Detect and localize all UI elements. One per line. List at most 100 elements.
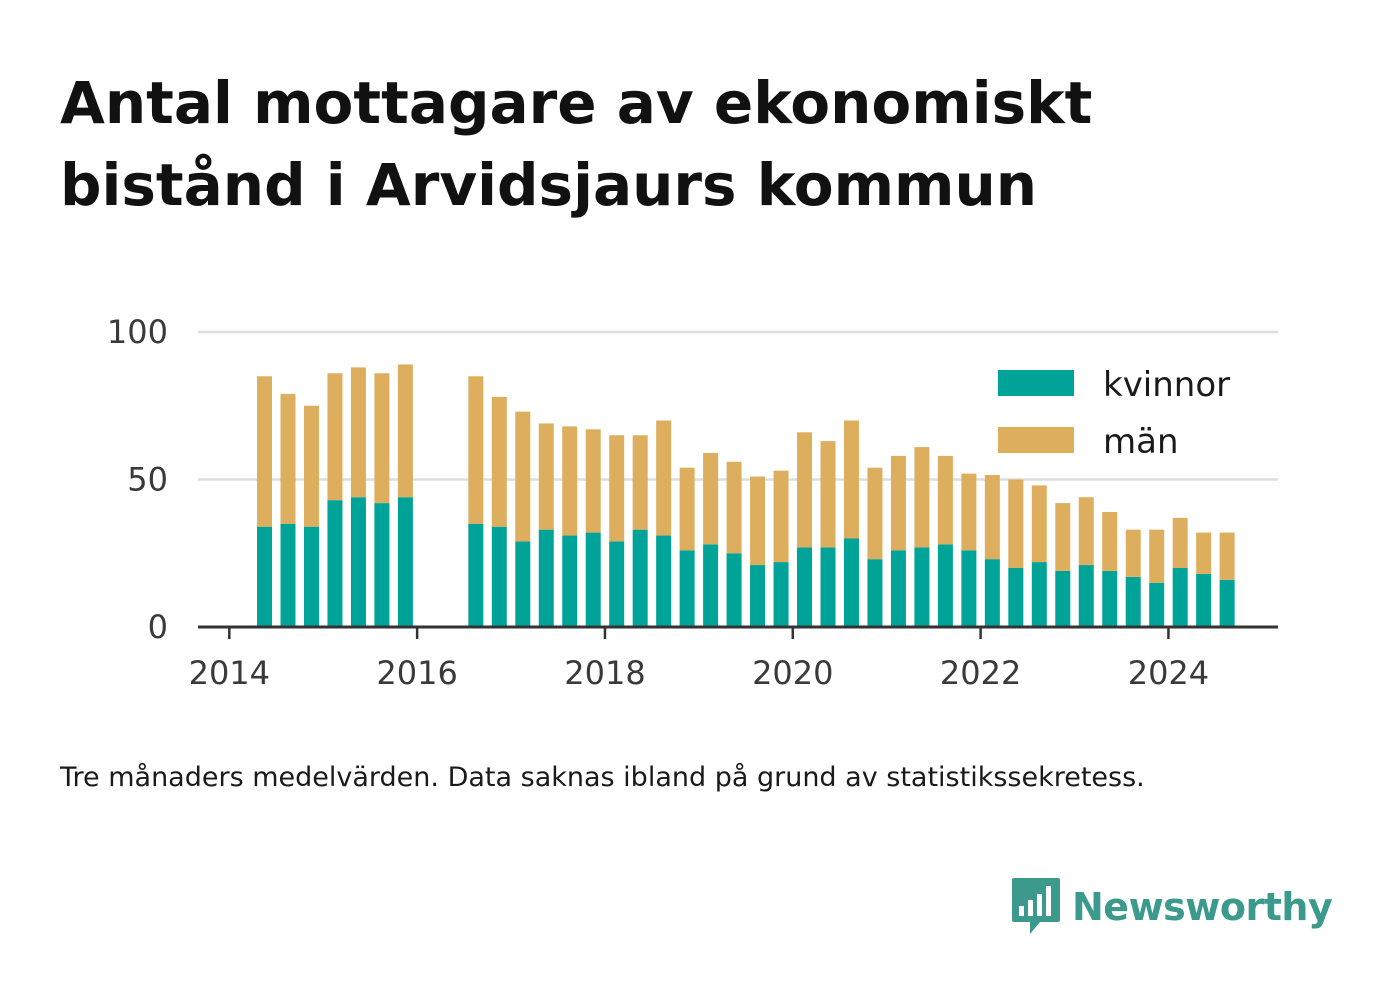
bar-män-2023-05 — [1102, 511, 1118, 571]
bar-kvinnor-2022-02 — [984, 559, 1000, 627]
bar-kvinnor-2021-08 — [937, 544, 953, 627]
bar-män-2022-05 — [1008, 479, 1024, 568]
bar-män-2014-08 — [280, 393, 296, 524]
bar-män-2021-05 — [914, 447, 930, 548]
legend-label-kvinnor: kvinnor — [1103, 365, 1230, 405]
bar-kvinnor-2019-08 — [750, 565, 766, 627]
bar-kvinnor-2020-08 — [843, 538, 859, 627]
bar-män-2020-11 — [867, 467, 883, 560]
bar-kvinnor-2024-05 — [1196, 573, 1212, 627]
bar-kvinnor-2015-11 — [397, 497, 413, 627]
bar-män-2022-11 — [1055, 503, 1071, 571]
bar-kvinnor-2017-05 — [538, 529, 554, 627]
bar-män-2018-11 — [679, 467, 695, 551]
bar-män-2024-08 — [1219, 532, 1235, 580]
x-tick-label: 2022 — [940, 654, 1021, 692]
bar-män-2017-05 — [538, 423, 554, 530]
bar-kvinnor-2023-08 — [1125, 576, 1141, 627]
bar-kvinnor-2022-11 — [1055, 570, 1071, 627]
x-tick-label: 2014 — [189, 654, 270, 692]
bar-kvinnor-2024-02 — [1172, 568, 1188, 627]
bar-kvinnor-2023-02 — [1078, 565, 1094, 627]
bar-män-2016-11 — [491, 396, 507, 527]
x-tick-label: 2024 — [1128, 654, 1209, 692]
chart-caption: Tre månaders medelvärden. Data saknas ib… — [60, 762, 1145, 793]
legend-label-män: män — [1103, 422, 1179, 462]
x-tick-label: 2020 — [752, 654, 833, 692]
bar-kvinnor-2021-02 — [890, 550, 906, 627]
x-tick-label: 2018 — [564, 654, 645, 692]
bar-män-2014-05 — [257, 376, 273, 527]
bar-män-2019-02 — [703, 452, 719, 545]
legend-swatch-män — [998, 427, 1074, 453]
bar-män-2017-02 — [515, 411, 531, 542]
bar-kvinnor-2014-08 — [280, 523, 296, 627]
bar-kvinnor-2018-05 — [632, 529, 648, 627]
bar-kvinnor-2021-05 — [914, 547, 930, 627]
bar-män-2015-02 — [327, 373, 343, 501]
bar-män-2023-11 — [1149, 529, 1165, 583]
logo-text: Newsworthy — [1072, 885, 1333, 929]
bar-män-2015-08 — [374, 373, 390, 504]
bar-män-2018-05 — [632, 435, 648, 530]
legend-swatch-kvinnor — [998, 370, 1074, 396]
newsworthy-bar-chat-icon — [1012, 878, 1060, 934]
bar-kvinnor-2022-08 — [1031, 562, 1047, 627]
bar-män-2015-11 — [397, 364, 413, 498]
bar-kvinnor-2014-11 — [303, 526, 319, 627]
bar-kvinnor-2021-11 — [961, 550, 977, 627]
x-tick-label: 2016 — [376, 654, 457, 692]
bar-kvinnor-2015-02 — [327, 500, 343, 627]
bar-män-2024-02 — [1172, 517, 1188, 568]
bar-män-2020-02 — [797, 432, 813, 548]
bar-kvinnor-2017-02 — [515, 541, 531, 627]
bar-män-2016-08 — [468, 376, 484, 524]
bar-män-2017-08 — [562, 426, 578, 536]
chart-title: Antal mottagare av ekonomiskt bistånd i … — [60, 69, 1093, 219]
bar-kvinnor-2015-08 — [374, 503, 390, 627]
bar-kvinnor-2017-11 — [585, 532, 601, 627]
y-tick-label: 0 — [148, 608, 168, 646]
bar-kvinnor-2020-05 — [820, 547, 836, 627]
bars — [257, 364, 1235, 627]
bar-kvinnor-2023-11 — [1149, 582, 1165, 627]
bar-män-2014-11 — [303, 405, 319, 527]
y-tick-label: 100 — [107, 313, 168, 351]
bar-kvinnor-2014-05 — [257, 526, 273, 627]
bar-män-2023-02 — [1078, 497, 1094, 566]
bar-kvinnor-2018-02 — [609, 541, 625, 627]
bar-män-2018-02 — [609, 435, 625, 542]
bar-män-2020-08 — [843, 420, 859, 539]
bar-män-2018-08 — [656, 420, 672, 536]
bar-män-2019-05 — [726, 461, 742, 554]
bar-män-2022-08 — [1031, 485, 1047, 563]
bar-kvinnor-2023-05 — [1102, 570, 1118, 627]
bar-kvinnor-2019-02 — [703, 544, 719, 627]
bar-kvinnor-2018-11 — [679, 550, 695, 627]
bar-kvinnor-2015-05 — [350, 497, 366, 627]
y-tick-label: 50 — [127, 461, 168, 499]
bar-män-2019-11 — [773, 470, 789, 563]
bar-kvinnor-2017-08 — [562, 535, 578, 627]
axes: 0 50 100 2014 2016 2018 2020 2022 2024 — [107, 313, 1278, 692]
bar-kvinnor-2019-05 — [726, 553, 742, 627]
bar-kvinnor-2018-08 — [656, 535, 672, 627]
bar-män-2021-02 — [890, 455, 906, 551]
bar-kvinnor-2016-08 — [468, 523, 484, 627]
bar-kvinnor-2024-08 — [1219, 579, 1235, 627]
bar-män-2017-11 — [585, 429, 601, 533]
bar-män-2021-08 — [937, 455, 953, 545]
legend: kvinnor män — [978, 350, 1248, 475]
bar-kvinnor-2022-05 — [1008, 568, 1024, 627]
bar-män-2020-05 — [820, 441, 836, 548]
bar-kvinnor-2019-11 — [773, 562, 789, 627]
bar-män-2015-05 — [350, 367, 366, 498]
bar-män-2019-08 — [750, 476, 766, 566]
bar-män-2022-02 — [984, 473, 1000, 560]
bar-kvinnor-2020-02 — [797, 547, 813, 627]
bar-män-2023-08 — [1125, 529, 1141, 577]
bar-kvinnor-2020-11 — [867, 559, 883, 627]
newsworthy-logo: Newsworthy — [1010, 876, 1333, 938]
bar-män-2021-11 — [961, 473, 977, 551]
